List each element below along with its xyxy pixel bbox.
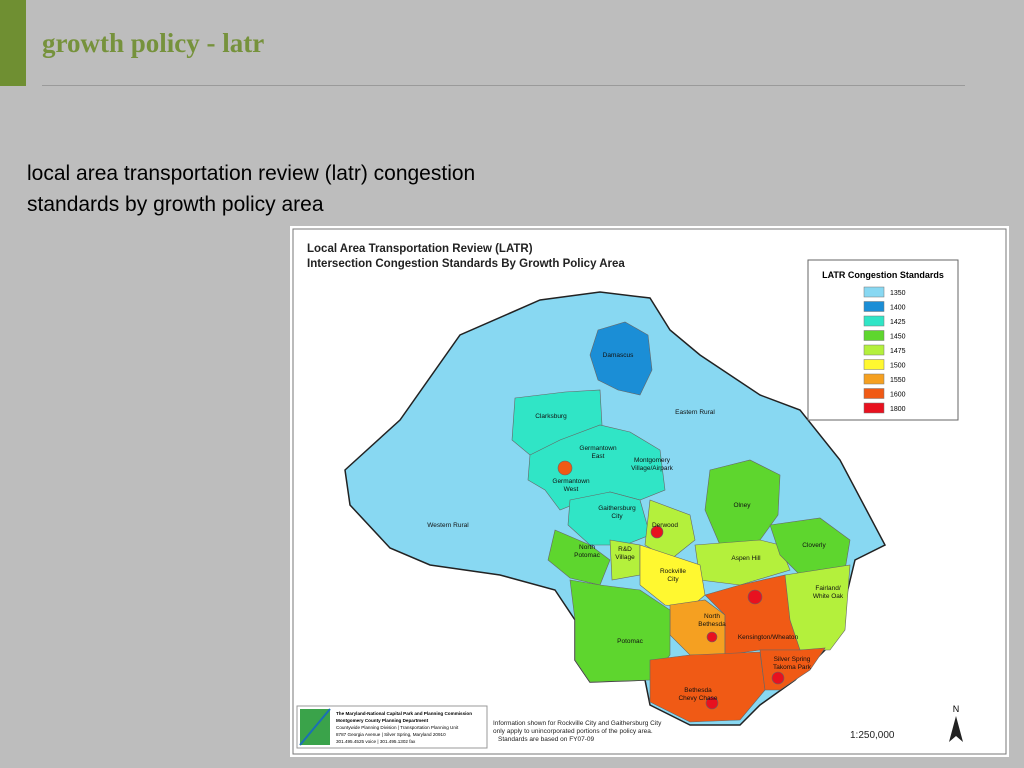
legend-swatch	[863, 301, 885, 312]
title-rule	[42, 85, 965, 86]
area-label: Aspen Hill	[731, 555, 761, 562]
legend: LATR Congestion Standards 1350 1400 1425 14…	[807, 259, 959, 421]
area-label: Montgomery	[634, 457, 671, 464]
accent-bar	[0, 0, 26, 86]
regions	[344, 291, 887, 726]
area-label: Rockville	[660, 568, 686, 575]
legend-swatch	[863, 315, 885, 327]
north-arrow	[949, 716, 963, 742]
note-line: Standards are based on FY07-09	[498, 736, 595, 743]
area-label: Chevy Chase	[678, 695, 717, 702]
subtitle-line: standards by growth policy area	[27, 193, 324, 216]
area-label: Damascus	[603, 352, 634, 359]
gaithersburg	[567, 491, 651, 546]
area-label: City	[611, 513, 623, 520]
subtitle-line: local area transportation review (latr) …	[27, 162, 476, 185]
legend-title: LATR Congestion Standards	[822, 270, 944, 280]
area-label: Village	[615, 554, 635, 561]
area-label: Bethesda	[698, 621, 726, 628]
metro-area	[771, 671, 785, 685]
map-title-line: Intersection Congestion Standards By Gro…	[307, 258, 625, 270]
legend-label: 1600	[890, 392, 906, 399]
area-label: Derwood	[652, 522, 678, 529]
olney	[704, 459, 781, 546]
area-label: Germantown	[579, 445, 617, 452]
town-center	[557, 460, 573, 476]
legend-label: 1450	[890, 334, 906, 341]
bethesda	[649, 651, 766, 723]
area-label: East	[591, 453, 604, 460]
area-label: Fairland/	[815, 585, 840, 592]
map: Local Area Transportation Review (LATR) …	[290, 226, 1009, 757]
area-label: Germantown	[552, 478, 590, 485]
area-label: R&D	[618, 546, 632, 553]
metro-area	[650, 525, 664, 539]
area-label: Silver Spring	[774, 656, 811, 663]
agency-line: 8787 Georgia Avenue | Silver Spring, Mar…	[336, 732, 446, 737]
agency-line: Countywide Planning Division | Transport…	[336, 725, 459, 730]
legend-label: 1425	[890, 319, 906, 326]
metro-area	[706, 631, 718, 643]
note-line: only apply to unincorporated portions of…	[493, 728, 653, 735]
damascus	[589, 321, 653, 396]
legend-label: 1500	[890, 363, 906, 370]
slide-title: growth policy - latr	[42, 28, 265, 58]
area-labels: Damascus Clarksburg Eastern Rural Germantow…	[427, 352, 844, 702]
area-label: Kensington/Wheaton	[738, 634, 799, 641]
legend-label: 1800	[890, 406, 906, 413]
area-label: Cloverly	[802, 542, 826, 549]
map-title-line: Local Area Transportation Review (LATR)	[307, 243, 533, 255]
area-label: White Oak	[813, 593, 844, 600]
agency-block: The Maryland-National Capital Park and P…	[296, 705, 488, 749]
area-label: Takoma Park	[773, 664, 812, 671]
metro-area	[705, 696, 719, 710]
legend-label: 1550	[890, 377, 906, 384]
scale: 1:250,000	[850, 730, 895, 741]
legend-swatch	[863, 388, 885, 399]
area-label: City	[667, 576, 679, 583]
note: Information shown for Rockville City and…	[493, 720, 662, 743]
legend-swatch	[863, 344, 885, 356]
subtitle: local area transportation review (latr) …	[27, 158, 475, 220]
area-label: Potomac	[574, 552, 600, 559]
map-title: Local Area Transportation Review (LATR) …	[307, 243, 625, 270]
area-label: Olney	[734, 502, 752, 509]
area-label: Clarksburg	[535, 413, 567, 420]
agency-line: 301.495.4525 voice | 301.495.1302 fax	[336, 739, 416, 744]
legend-swatch	[863, 373, 885, 385]
legend-label: 1350	[890, 290, 906, 297]
legend-label: 1475	[890, 348, 906, 355]
area-label: Gaithersburg	[598, 505, 636, 512]
agency-line: The Maryland-National Capital Park and P…	[336, 711, 472, 716]
area-label: North	[704, 613, 720, 620]
note-line: Information shown for Rockville City and…	[493, 720, 662, 727]
area-label: Village/Airpark	[631, 465, 674, 472]
area-label: Eastern Rural	[675, 409, 715, 416]
north-label: N	[953, 704, 960, 714]
legend-label: 1400	[890, 305, 906, 312]
legend-swatch	[863, 359, 885, 370]
map-border	[292, 228, 1007, 755]
derwood	[644, 499, 696, 561]
area-label: Western Rural	[427, 522, 469, 529]
metro-area	[747, 589, 763, 605]
area-label: Bethesda	[684, 687, 712, 694]
legend-swatch	[863, 330, 885, 341]
agency-line: Montgomery County Planning Department	[336, 718, 429, 723]
legend-swatch	[863, 402, 885, 414]
agency-logo-line	[299, 708, 331, 746]
area-label: North	[579, 544, 595, 551]
area-label: West	[564, 486, 579, 493]
legend-swatch	[863, 286, 885, 298]
area-label: Potomac	[617, 638, 643, 645]
